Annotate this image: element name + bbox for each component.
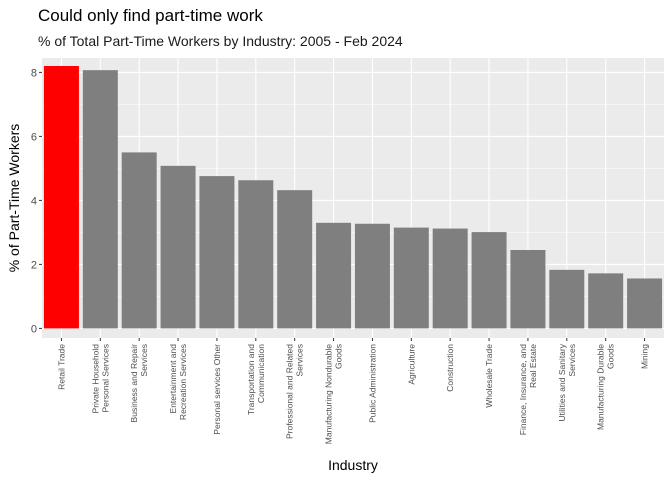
chart-subtitle: % of Total Part-Time Workers by Industry…	[38, 33, 403, 49]
bar	[160, 165, 196, 329]
y-tick-label: 6	[31, 131, 37, 143]
chart-title: Could only find part-time work	[38, 6, 263, 25]
x-tick-label: Manufacturing DurableGoods	[596, 344, 616, 430]
bar	[316, 222, 352, 329]
y-axis: 0 2 4 6 8	[31, 67, 42, 335]
x-tick-label: Manufacturing NondurableGoods	[324, 344, 344, 444]
x-tick-label: Private HouseholdPersonal Services	[90, 344, 110, 414]
y-tick-label: 8	[31, 67, 37, 79]
bar	[354, 223, 390, 329]
bar	[121, 152, 157, 329]
y-axis-title: % of Part-Time Workers	[6, 124, 22, 273]
grid-lines	[42, 58, 664, 338]
y-tick-label: 0	[31, 323, 37, 335]
x-tick-label: Entertainment andRecreation Services	[168, 344, 188, 420]
bar	[393, 227, 429, 329]
x-tick-label: Agriculture	[406, 344, 416, 385]
x-tick-label: Construction	[445, 344, 455, 392]
x-tick-label: Personal services Other	[212, 344, 222, 435]
x-tick-label: Finance, Insurance, andReal Estate	[518, 344, 538, 435]
y-tick-label: 4	[31, 195, 37, 207]
x-tick-label: Professional and RelatedServices	[285, 344, 305, 439]
x-tick-label: Mining	[640, 344, 650, 369]
x-axis-title: Industry	[328, 457, 378, 473]
bar	[588, 273, 624, 329]
x-tick-label: Retail Trade	[56, 344, 66, 390]
bar	[199, 176, 235, 329]
x-axis: Retail Trade Private HouseholdPersonal Se…	[56, 338, 650, 444]
bar	[43, 66, 79, 329]
x-tick-label: Wholesale Trade	[484, 344, 494, 408]
x-tick-label: Business and RepairServices	[129, 344, 149, 423]
bar	[238, 180, 274, 329]
bars	[43, 66, 663, 329]
x-tick-label: Utilities and SanitaryServices	[557, 343, 577, 421]
x-tick-label: Public Administration	[367, 344, 377, 423]
x-tick-label: Transportation andCommunication	[246, 344, 266, 415]
y-tick-label: 2	[31, 259, 37, 271]
bar	[277, 190, 313, 329]
bar	[82, 70, 118, 329]
bar	[627, 278, 663, 329]
bar	[432, 228, 468, 329]
bar	[510, 250, 546, 329]
bar	[549, 269, 585, 329]
bar	[471, 232, 507, 329]
